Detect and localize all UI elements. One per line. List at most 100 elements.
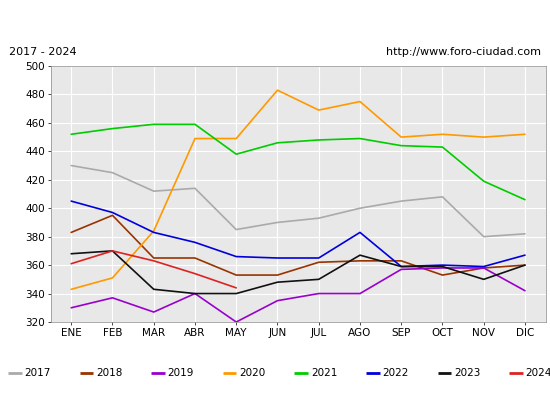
2018 [316, 260, 322, 265]
2024 [109, 248, 116, 253]
2020 [357, 99, 364, 104]
2020 [481, 135, 487, 140]
2022 [109, 210, 116, 215]
2017 [233, 227, 240, 232]
2017 [191, 186, 198, 191]
2018 [233, 273, 240, 278]
2021 [398, 143, 405, 148]
2018 [439, 273, 446, 278]
2022 [316, 256, 322, 260]
2019 [274, 298, 281, 303]
2018 [357, 258, 364, 263]
Line: 2017: 2017 [71, 166, 525, 237]
Text: 2023: 2023 [454, 368, 480, 378]
2022 [357, 230, 364, 235]
Text: 2020: 2020 [239, 368, 266, 378]
2021 [150, 122, 157, 127]
2017 [398, 199, 405, 204]
Line: 2019: 2019 [71, 268, 525, 322]
2021 [521, 197, 528, 202]
Line: 2022: 2022 [71, 201, 525, 266]
2021 [481, 179, 487, 184]
Text: 2018: 2018 [96, 368, 123, 378]
2019 [521, 288, 528, 293]
2023 [191, 291, 198, 296]
2017 [439, 194, 446, 199]
2020 [109, 276, 116, 280]
2023 [398, 264, 405, 269]
2023 [68, 251, 74, 256]
2021 [274, 140, 281, 145]
2019 [68, 305, 74, 310]
2020 [521, 132, 528, 137]
2022 [274, 256, 281, 260]
2020 [439, 132, 446, 137]
Line: 2021: 2021 [71, 124, 525, 200]
Text: 2017: 2017 [25, 368, 51, 378]
2017 [150, 189, 157, 194]
2020 [150, 228, 157, 233]
Text: 2024: 2024 [525, 368, 550, 378]
Line: 2018: 2018 [71, 215, 525, 275]
2020 [233, 136, 240, 141]
2020 [316, 108, 322, 112]
2023 [316, 277, 322, 282]
Line: 2023: 2023 [71, 251, 525, 294]
2022 [233, 254, 240, 259]
2019 [316, 291, 322, 296]
2020 [274, 88, 281, 92]
2021 [233, 152, 240, 156]
2022 [150, 230, 157, 235]
2024 [150, 258, 157, 263]
2018 [274, 273, 281, 278]
2022 [521, 253, 528, 258]
Text: 2022: 2022 [382, 368, 409, 378]
2019 [439, 266, 446, 270]
Text: 2019: 2019 [168, 368, 194, 378]
2018 [68, 230, 74, 235]
2023 [274, 280, 281, 284]
2023 [439, 264, 446, 269]
2022 [68, 199, 74, 204]
2023 [150, 287, 157, 292]
2019 [398, 267, 405, 272]
2023 [109, 248, 116, 253]
2020 [191, 136, 198, 141]
2017 [357, 206, 364, 211]
2017 [316, 216, 322, 220]
2021 [191, 122, 198, 127]
2017 [521, 232, 528, 236]
2024 [233, 286, 240, 290]
2020 [398, 135, 405, 140]
2019 [191, 291, 198, 296]
2022 [481, 264, 487, 269]
Text: 2017 - 2024: 2017 - 2024 [9, 47, 77, 57]
2021 [68, 132, 74, 137]
2019 [481, 266, 487, 270]
2018 [398, 258, 405, 263]
2022 [439, 263, 446, 268]
Line: 2024: 2024 [71, 251, 236, 288]
2018 [150, 256, 157, 260]
2023 [481, 277, 487, 282]
2024 [191, 271, 198, 276]
Line: 2020: 2020 [71, 90, 525, 289]
2019 [357, 291, 364, 296]
Text: http://www.foro-ciudad.com: http://www.foro-ciudad.com [386, 47, 541, 57]
2017 [109, 170, 116, 175]
2023 [233, 291, 240, 296]
2021 [439, 145, 446, 150]
2021 [357, 136, 364, 141]
2023 [357, 253, 364, 258]
2017 [274, 220, 281, 225]
Text: Evolucion del paro registrado en San Antonio de Benagéber: Evolucion del paro registrado en San Ant… [56, 11, 494, 27]
2018 [109, 213, 116, 218]
2017 [481, 234, 487, 239]
2018 [191, 256, 198, 260]
2018 [521, 263, 528, 268]
2019 [233, 320, 240, 324]
2020 [68, 287, 74, 292]
Text: 2021: 2021 [311, 368, 337, 378]
2019 [109, 296, 116, 300]
2021 [316, 138, 322, 142]
